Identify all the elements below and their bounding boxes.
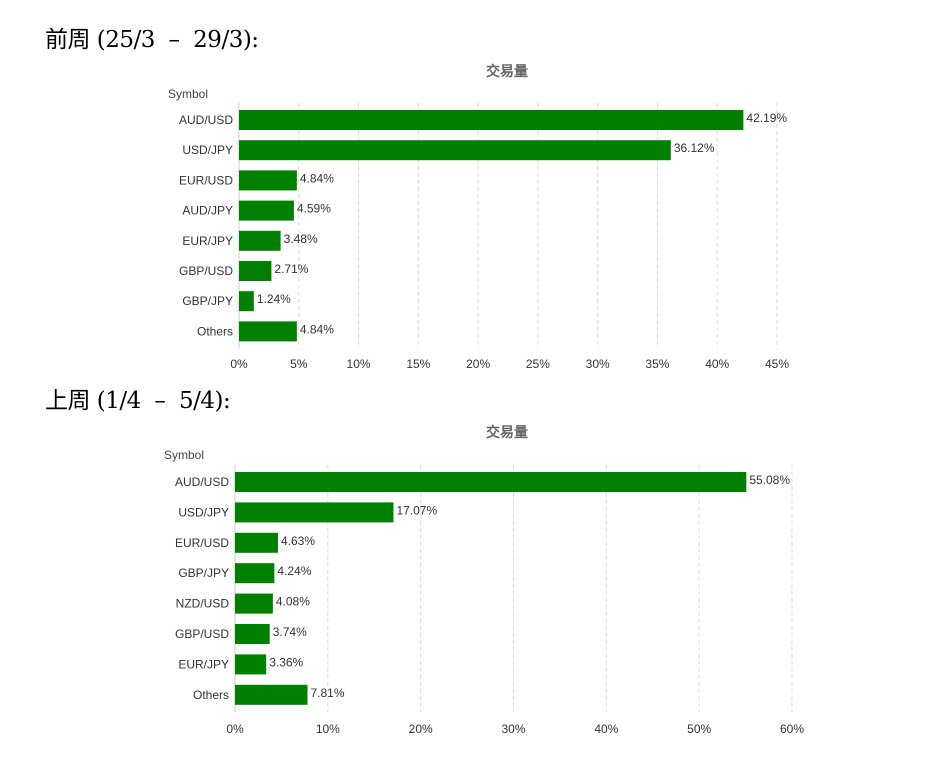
y-axis-caption: Symbol (168, 87, 208, 101)
category-label: USD/JPY (178, 505, 229, 519)
x-tick-label: 50% (687, 722, 711, 736)
data-label: 3.36% (269, 655, 303, 669)
bar (235, 684, 308, 705)
x-tick-label: 15% (406, 357, 430, 371)
x-tick-label: 20% (466, 357, 490, 371)
data-label: 36.12% (674, 141, 715, 155)
data-label: 17.07% (396, 503, 437, 517)
x-tick-label: 40% (594, 722, 618, 736)
x-tick-label: 10% (347, 357, 371, 371)
category-label: GBP/JPY (178, 566, 229, 580)
x-tick-label: 60% (780, 722, 804, 736)
category-label: GBP/USD (179, 264, 233, 278)
category-label: AUD/JPY (182, 204, 233, 218)
bar (235, 472, 747, 492)
bar (239, 170, 297, 191)
bar (235, 593, 273, 614)
bar (239, 291, 254, 312)
data-label: 4.84% (300, 322, 334, 336)
chart-title: 交易量 (486, 424, 528, 440)
data-label: 4.84% (300, 171, 334, 185)
bar (239, 230, 281, 251)
x-tick-label: 30% (501, 722, 525, 736)
category-label: GBP/USD (175, 627, 229, 641)
x-tick-label: 10% (316, 722, 340, 736)
bar (239, 321, 297, 342)
bar (239, 200, 294, 221)
bar (235, 502, 394, 523)
category-label: EUR/JPY (178, 657, 229, 671)
data-label: 1.24% (257, 292, 291, 306)
category-label: EUR/JPY (182, 234, 233, 248)
category-label: Others (193, 688, 229, 702)
bar (239, 261, 272, 281)
section-heading-previous-week: 前周 (25/3 – 29/3): (45, 27, 259, 53)
data-label: 4.08% (276, 595, 310, 609)
category-label: USD/JPY (182, 143, 233, 157)
category-label: Others (197, 324, 233, 338)
data-label: 7.81% (311, 686, 345, 700)
data-label: 2.71% (274, 262, 308, 276)
y-axis-caption: Symbol (164, 448, 204, 462)
category-label: AUD/USD (175, 475, 229, 489)
category-label: EUR/USD (179, 173, 233, 187)
x-tick-label: 30% (586, 357, 610, 371)
category-label: GBP/JPY (182, 294, 233, 308)
x-tick-label: 45% (765, 357, 789, 371)
x-tick-label: 0% (226, 722, 244, 736)
x-tick-label: 0% (230, 357, 248, 371)
data-label: 3.48% (284, 232, 318, 246)
data-label: 42.19% (746, 111, 787, 125)
data-label: 3.74% (273, 625, 307, 639)
data-label: 4.63% (281, 534, 315, 548)
bar (235, 654, 267, 675)
bar (239, 140, 671, 161)
category-label: EUR/USD (175, 536, 229, 550)
section-heading-last-week: 上周 (1/4 – 5/4): (45, 388, 231, 414)
category-label: AUD/USD (179, 113, 233, 127)
chart-title: 交易量 (486, 63, 528, 79)
bar-chart-last-week: 交易量 Symbol 0% 10% 20% 30% 40% 50% 60% AUD/USD 55.0… (164, 424, 804, 736)
data-label: 4.59% (297, 202, 331, 216)
data-label: 4.24% (277, 564, 311, 578)
bar (235, 624, 270, 644)
bar (235, 563, 275, 584)
data-label: 55.08% (749, 473, 790, 487)
x-tick-label: 35% (645, 357, 669, 371)
x-tick-label: 40% (705, 357, 729, 371)
bar-chart-previous-week: 交易量 Symbol 0% 5% 10% 15% 20% 25% 30% 35% 40% 45% AUD… (168, 63, 789, 371)
x-tick-label: 25% (526, 357, 550, 371)
category-label: NZD/USD (176, 597, 230, 611)
bar (235, 532, 278, 553)
x-tick-label: 5% (290, 357, 308, 371)
bar (239, 110, 744, 130)
x-tick-label: 20% (409, 722, 433, 736)
